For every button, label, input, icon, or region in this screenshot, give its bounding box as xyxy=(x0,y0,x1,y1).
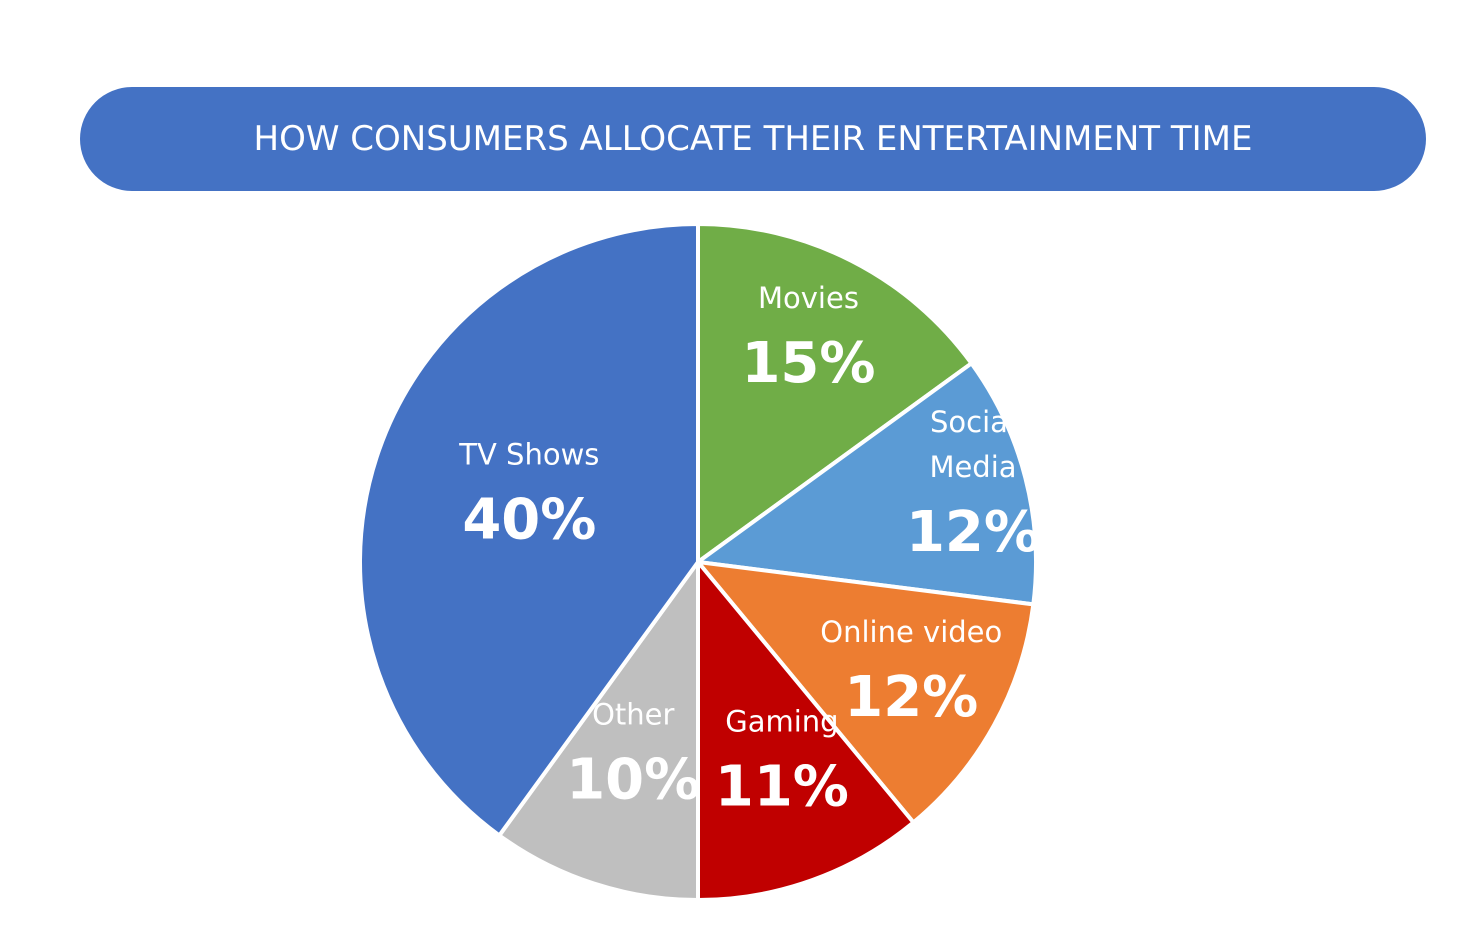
pie-slice-movies xyxy=(696,222,974,564)
slice-category-label: Movies xyxy=(758,281,859,315)
pie-slice-online-video xyxy=(696,560,1036,825)
slice-value-label: 12% xyxy=(906,500,1040,565)
slice-category-label: Social xyxy=(930,405,1016,439)
slice-category-label: Online video xyxy=(820,615,1002,649)
slice-value-label: 40% xyxy=(462,488,596,553)
pie-slices xyxy=(358,222,1038,902)
pie-slice-other xyxy=(497,560,700,902)
chart-title: HOW CONSUMERS ALLOCATE THEIR ENTERTAINME… xyxy=(253,119,1253,159)
slice-value-label: 12% xyxy=(844,665,978,730)
slice-category-label: Other xyxy=(592,697,674,731)
slice-category-label: Gaming xyxy=(725,705,838,739)
pie-slice-gaming xyxy=(696,560,916,902)
slice-category-label: Media xyxy=(929,450,1016,484)
chart-title-banner: HOW CONSUMERS ALLOCATE THEIR ENTERTAINME… xyxy=(80,87,1426,191)
slice-value-label: 15% xyxy=(741,331,875,396)
pie-slice-social-media xyxy=(696,361,1038,607)
pie-slice-tv-shows xyxy=(358,222,700,838)
slice-value-label: 10% xyxy=(566,747,700,812)
slice-value-label: 11% xyxy=(715,755,849,820)
slice-category-label: TV Shows xyxy=(458,438,599,472)
